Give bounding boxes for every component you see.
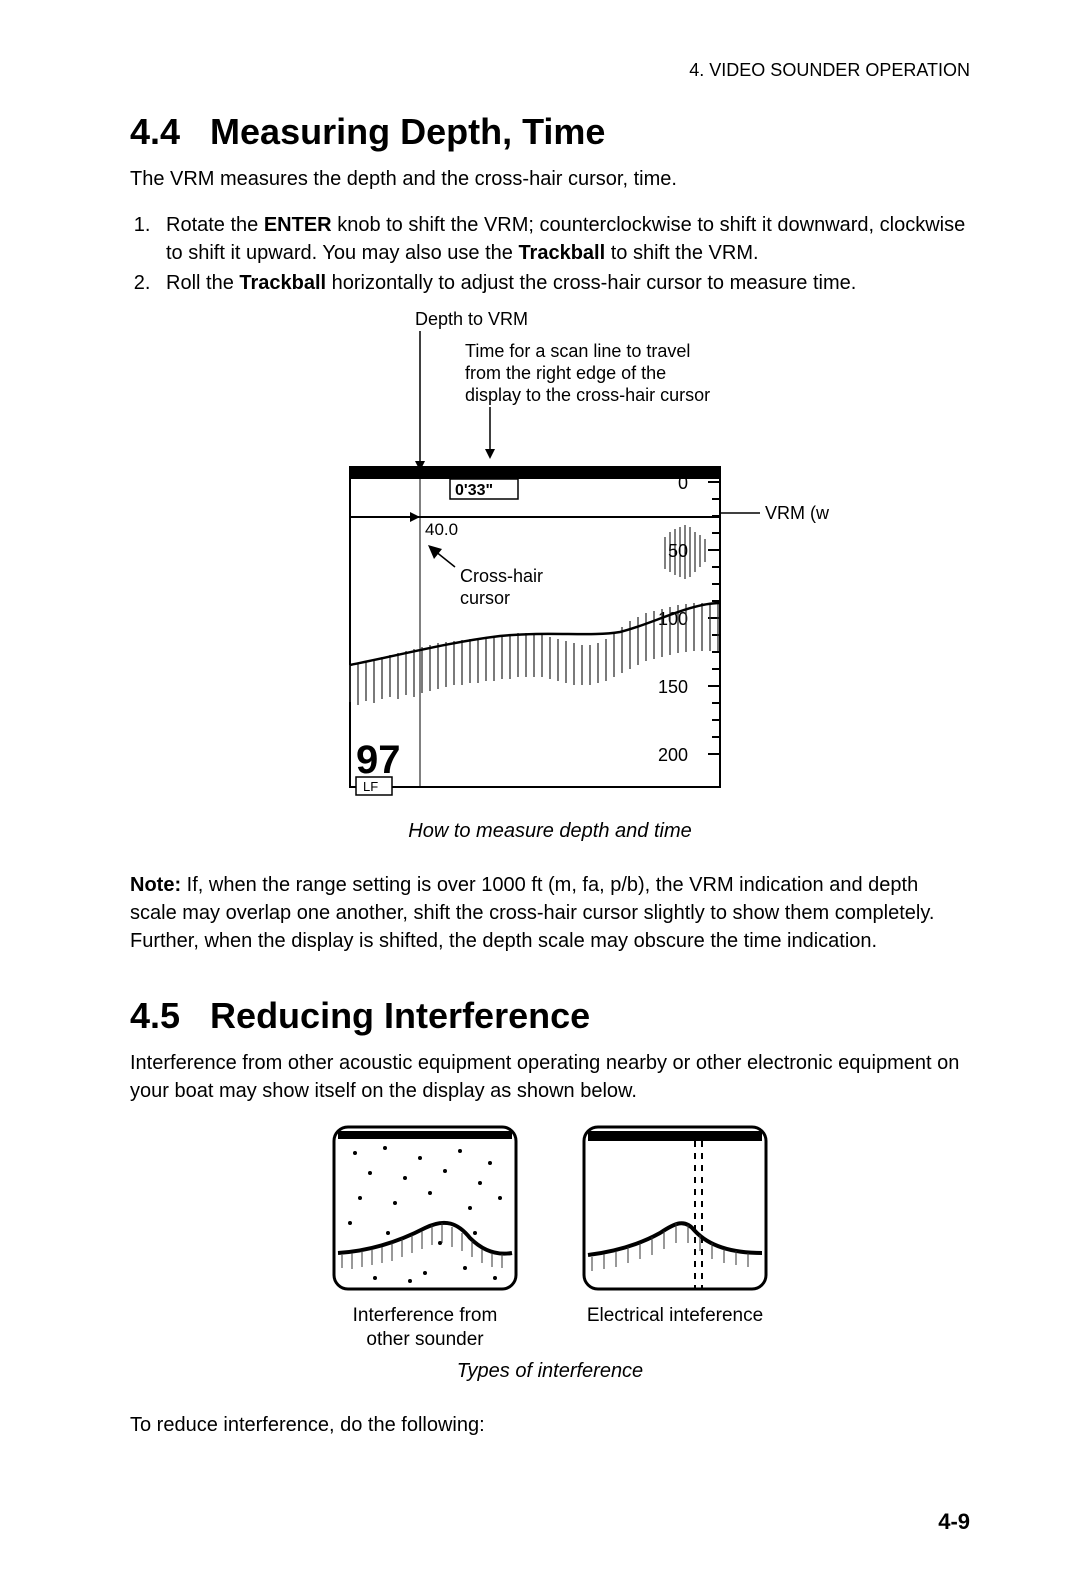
vrm-white-label: VRM (white) (765, 503, 830, 523)
section-4-5-title: Reducing Interference (210, 995, 590, 1036)
interf-right-topbar (588, 1131, 762, 1141)
section-4-4-heading: 4.4 Measuring Depth, Time (130, 111, 970, 153)
tick-0: 0 (678, 473, 688, 493)
running-header: 4. VIDEO SOUNDER OPERATION (130, 60, 970, 81)
crosshair-l2: cursor (460, 588, 510, 608)
time-label-l1: Time for a scan line to travel (465, 341, 690, 361)
interference-figures: Interference from other sounder (130, 1123, 970, 1352)
page: 4. VIDEO SOUNDER OPERATION 4.4 Measuring … (0, 0, 1080, 1595)
trackball-1: Trackball (518, 242, 605, 264)
interf-right-svg (580, 1123, 770, 1293)
sec44-steps: Rotate the ENTER knob to shift the VRM; … (130, 211, 970, 297)
time-label-l2: from the right edge of the (465, 363, 666, 383)
depth-to-vrm-label: Depth to VRM (415, 309, 528, 329)
sec45-intro: Interference from other acoustic equipme… (130, 1049, 970, 1105)
depth-time-svg: Depth to VRM Time for a scan line to tra… (270, 307, 830, 807)
time-label-arrowhead (485, 449, 495, 459)
tick-200: 200 (658, 745, 688, 765)
depth-big: 97 (356, 738, 401, 782)
sec45-closing: To reduce interference, do the following… (130, 1411, 970, 1439)
section-4-5-number: 4.5 (130, 995, 180, 1037)
vrm-value: 40.0 (425, 520, 458, 539)
tick-150: 150 (658, 677, 688, 697)
lf-text: LF (363, 779, 378, 794)
enter-knob: ENTER (264, 214, 332, 236)
interf-left-svg (330, 1123, 520, 1293)
figure-depth-time: Depth to VRM Time for a scan line to tra… (130, 307, 970, 812)
crosshair-l1: Cross-hair (460, 566, 543, 586)
sec44-note: Note: If, when the range setting is over… (130, 871, 970, 955)
time-value: 0'33" (455, 482, 493, 499)
sec44-step-1: Rotate the ENTER knob to shift the VRM; … (156, 211, 970, 267)
figure1-caption: How to measure depth and time (130, 820, 970, 843)
sec44-intro: The VRM measures the depth and the cross… (130, 165, 970, 193)
sec44-step-2: Roll the Trackball horizontally to adjus… (156, 269, 970, 297)
trackball-2: Trackball (239, 272, 326, 294)
section-4-4-title: Measuring Depth, Time (210, 111, 605, 152)
note-body: If, when the range setting is over 1000 … (130, 874, 934, 952)
section-4-4-number: 4.4 (130, 111, 180, 153)
interf-left-topbar (338, 1131, 512, 1139)
figure2-caption: Types of interference (130, 1360, 970, 1383)
interf-right-frame (584, 1127, 766, 1289)
note-label: Note: (130, 874, 181, 896)
interf-left-label: Interference from other sounder (330, 1304, 520, 1352)
interf-right: Electrical inteference (580, 1123, 770, 1352)
display-topbar (350, 467, 720, 479)
page-number: 4-9 (130, 1509, 970, 1535)
interf-right-label: Electrical inteference (580, 1304, 770, 1328)
interf-left: Interference from other sounder (330, 1123, 520, 1352)
time-label-l3: display to the cross-hair cursor (465, 385, 710, 405)
section-4-5-heading: 4.5 Reducing Interference (130, 995, 970, 1037)
interf-left-frame (334, 1127, 516, 1289)
